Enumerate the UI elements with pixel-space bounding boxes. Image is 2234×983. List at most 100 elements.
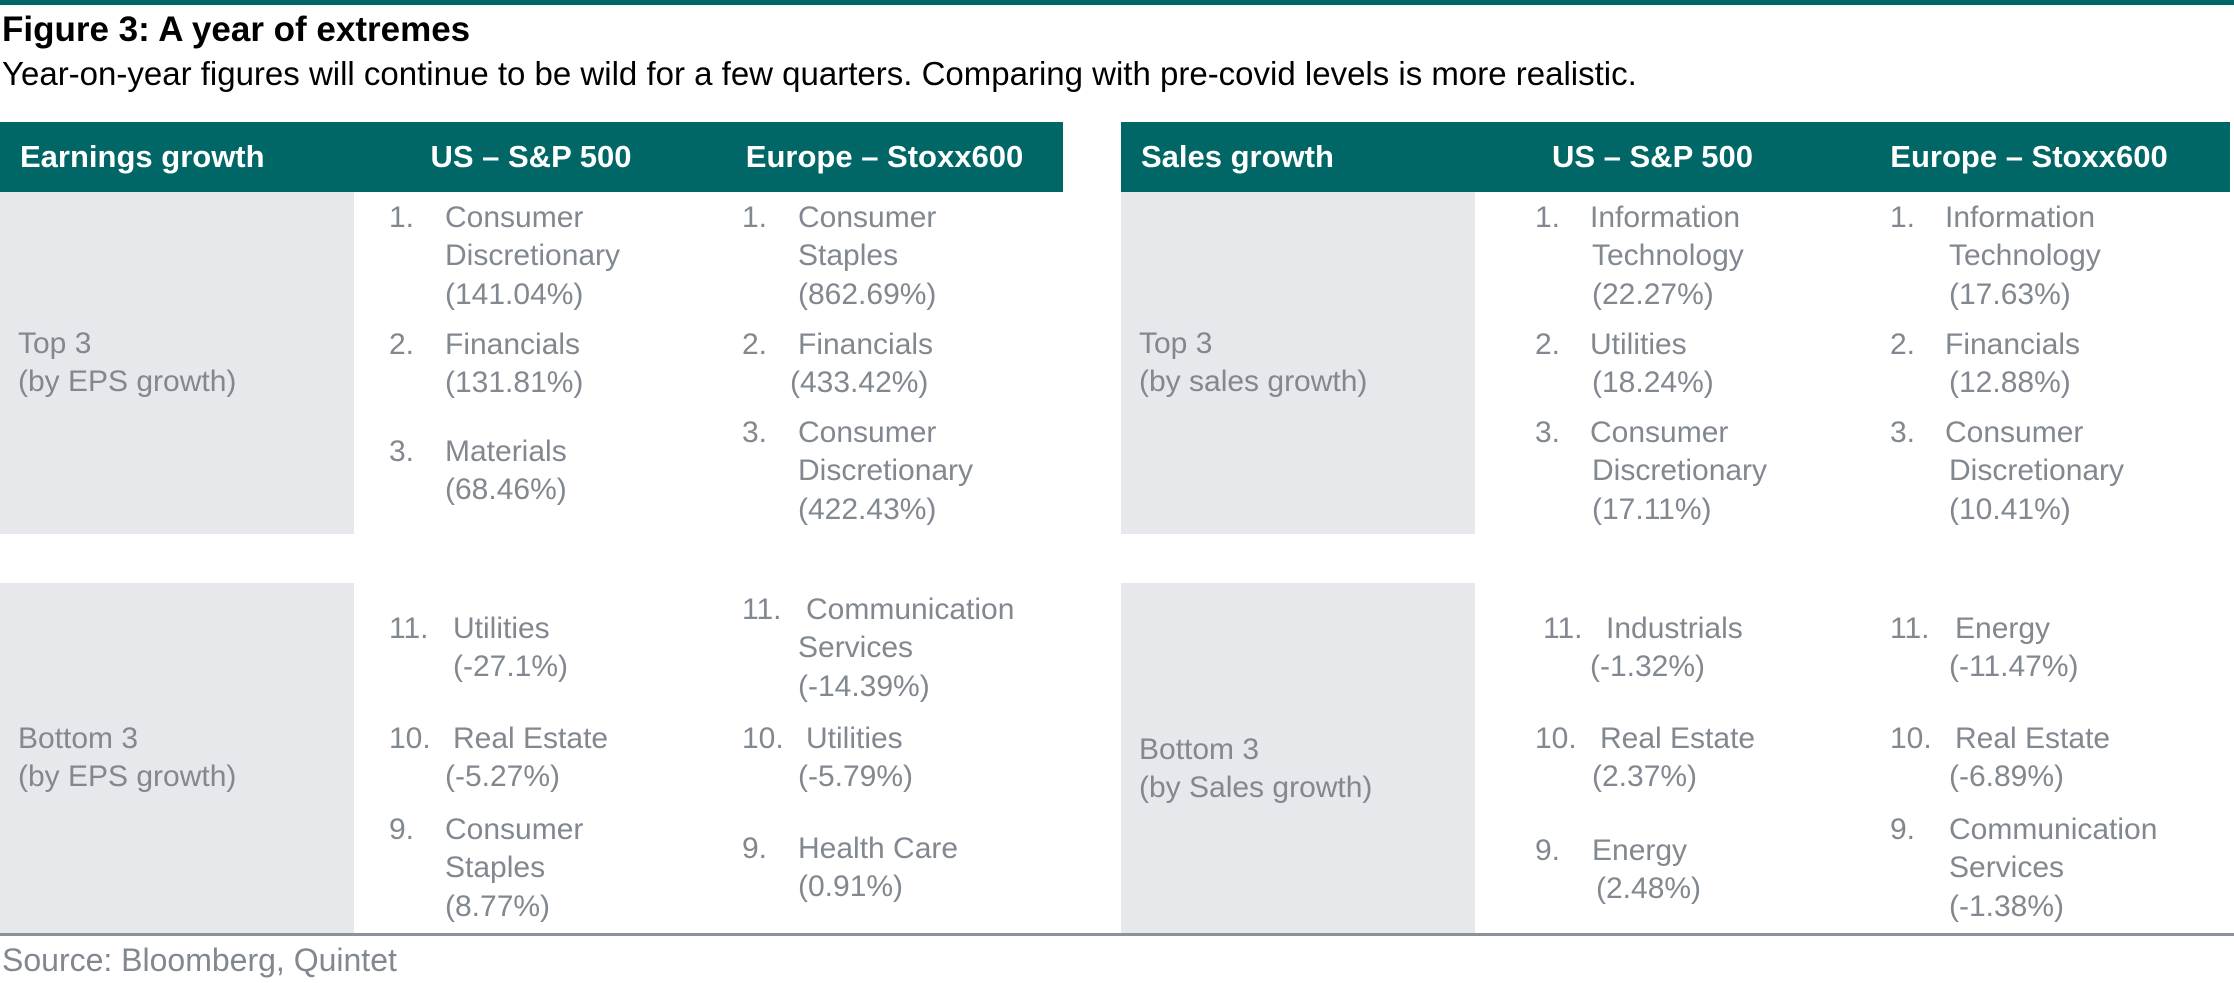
sector-name: Consumer (798, 201, 937, 234)
row-label-title: Bottom 3 (1139, 733, 1260, 766)
growth-value: (2.48%) (1596, 872, 1702, 905)
growth-value: (141.04%) (445, 278, 584, 311)
sales-header-label: Sales growth (1121, 122, 1477, 192)
rank-number: 10. (389, 722, 431, 755)
sector-name: Real Estate (453, 722, 609, 755)
sector-name: Energy (1592, 834, 1688, 867)
growth-value: (-5.79%) (798, 760, 914, 793)
sector-name: Services (1949, 851, 2065, 884)
rank-number: 11. (1890, 612, 1930, 645)
source-note: Source: Bloomberg, Quintet (2, 942, 397, 978)
sector-name: Communication (1949, 813, 2158, 846)
rank-number: 10. (742, 722, 784, 755)
growth-value: (-5.27%) (445, 760, 561, 793)
rank-number: 1. (1890, 201, 1916, 234)
rank-number: 2. (389, 328, 415, 361)
growth-value: (-1.38%) (1949, 890, 2065, 923)
growth-value: (17.63%) (1949, 278, 2071, 311)
rank-number: 1. (389, 201, 415, 234)
earnings-header-europe: Europe – Stoxx600 (706, 122, 1063, 192)
rank-number: 3. (742, 416, 768, 449)
sector-name: Discretionary (798, 454, 974, 487)
sector-name: Real Estate (1955, 722, 2111, 755)
growth-value: (-27.1%) (453, 650, 569, 683)
sector-name: Energy (1955, 612, 2051, 645)
rank-number: 11. (389, 612, 429, 645)
rank-number: 11. (742, 593, 782, 626)
sector-name: Technology (1592, 239, 1744, 272)
growth-value: (862.69%) (798, 278, 937, 311)
rank-number: 2. (742, 328, 768, 361)
sector-name: Technology (1949, 239, 2101, 272)
sector-name: Staples (798, 239, 899, 272)
row-label-subtitle: (by sales growth) (1139, 365, 1368, 398)
sector-name: Utilities (453, 612, 550, 645)
row-label-subtitle: (by Sales growth) (1139, 771, 1373, 804)
rank-number: 3. (1890, 416, 1916, 449)
figure-subtitle: Year-on-year figures will continue to be… (2, 55, 1637, 92)
rank-number: 9. (1890, 813, 1916, 846)
rank-number: 9. (742, 832, 768, 865)
earnings-bottom-label: Bottom 3 (by EPS growth) (0, 583, 354, 933)
sales-header-europe: Europe – Stoxx600 (1828, 122, 2230, 192)
growth-value: (0.91%) (798, 870, 904, 903)
growth-value: (12.88%) (1949, 366, 2071, 399)
rank-number: 2. (1535, 328, 1561, 361)
earnings-top-label: Top 3 (by EPS growth) (0, 192, 354, 534)
growth-value: (-14.39%) (798, 670, 930, 703)
rank-number: 9. (389, 813, 415, 846)
sector-name: Utilities (806, 722, 903, 755)
row-label-title: Bottom 3 (18, 722, 139, 755)
rank-number: 11. (1543, 612, 1583, 645)
sector-name: Utilities (1590, 328, 1687, 361)
growth-value: (17.11%) (1592, 493, 1712, 526)
growth-value: (10.41%) (1949, 493, 2071, 526)
growth-value: (2.37%) (1592, 760, 1698, 793)
sector-name: Consumer (1590, 416, 1729, 449)
bottom-rule (0, 933, 2234, 936)
sector-name: Consumer (1945, 416, 2084, 449)
sector-name: Financials (798, 328, 934, 361)
rank-number: 3. (389, 435, 415, 468)
sales-top-label: Top 3 (by sales growth) (1121, 192, 1475, 534)
rank-number: 9. (1535, 834, 1561, 867)
figure-title: Figure 3: A year of extremes (2, 10, 471, 49)
sector-name: Discretionary (445, 239, 621, 272)
sector-name: Financials (445, 328, 581, 361)
earnings-header-us: US – S&P 500 (354, 122, 708, 192)
growth-value: (68.46%) (445, 473, 567, 506)
sector-name: Materials (445, 435, 567, 468)
row-label-title: Top 3 (1139, 327, 1213, 360)
rank-number: 3. (1535, 416, 1561, 449)
growth-value: (131.81%) (445, 366, 584, 399)
growth-value: (433.42%) (790, 366, 929, 399)
sector-name: Staples (445, 851, 546, 884)
earnings-header-label: Earnings growth (0, 122, 356, 192)
sector-name: Information (1945, 201, 2096, 234)
rank-number: 2. (1890, 328, 1916, 361)
rank-number: 10. (1890, 722, 1932, 755)
sector-name: Information (1590, 201, 1741, 234)
sector-name: Services (798, 631, 914, 664)
sales-bottom-label: Bottom 3 (by Sales growth) (1121, 583, 1475, 933)
growth-value: (8.77%) (445, 890, 551, 923)
row-label-title: Top 3 (18, 327, 92, 360)
rank-number: 1. (742, 201, 768, 234)
growth-value: (-6.89%) (1949, 760, 2065, 793)
row-label-subtitle: (by EPS growth) (18, 365, 237, 398)
growth-value: (-11.47%) (1949, 650, 2079, 683)
sales-header-us: US – S&P 500 (1475, 122, 1830, 192)
growth-value: (18.24%) (1592, 366, 1714, 399)
sector-name: Real Estate (1600, 722, 1756, 755)
growth-value: (-1.32%) (1590, 650, 1706, 683)
sector-name: Consumer (445, 813, 584, 846)
top-rule (0, 0, 2234, 5)
sector-name: Consumer (798, 416, 937, 449)
sector-name: Financials (1945, 328, 2081, 361)
rank-number: 1. (1535, 201, 1561, 234)
sector-name: Discretionary (1592, 454, 1768, 487)
sector-name: Communication (806, 593, 1015, 626)
sector-name: Industrials (1606, 612, 1743, 645)
row-label-subtitle: (by EPS growth) (18, 760, 237, 793)
